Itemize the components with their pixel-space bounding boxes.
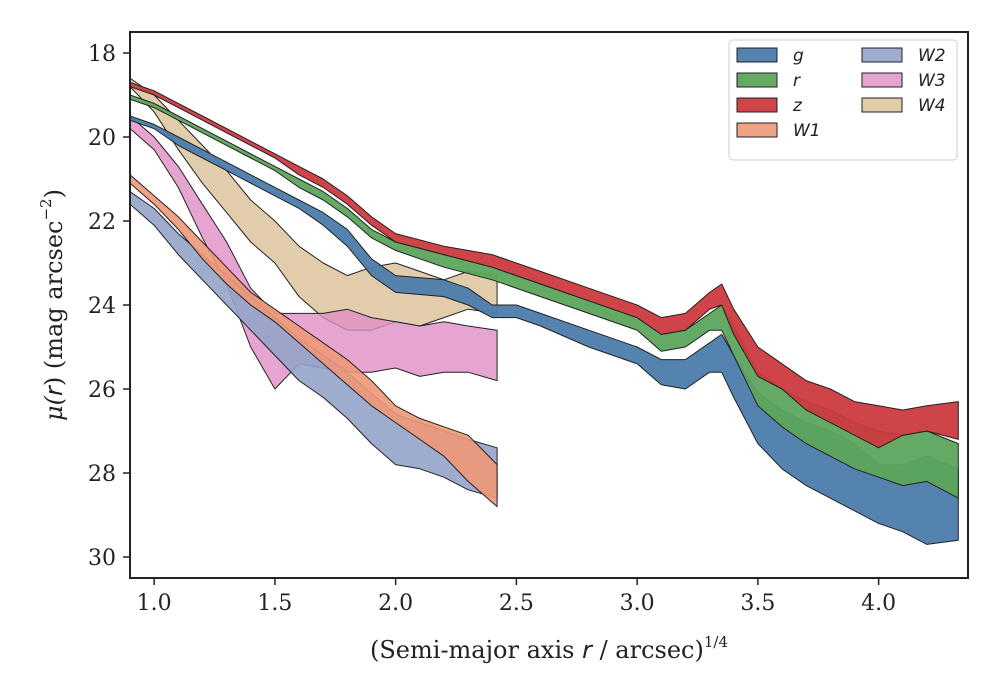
x-tick-label: 1.0 [137, 591, 172, 616]
legend-swatch-w2 [861, 47, 903, 63]
series-areas [130, 77, 959, 545]
legend: grz W1 W2 W3 W4 [728, 39, 958, 161]
legend-label-w2: W2 [918, 46, 946, 66]
legend-label-r: r [793, 71, 801, 91]
y-axis-label-mu: μ( [40, 395, 68, 421]
legend-label-w3: W3 [918, 71, 946, 91]
legend-label-g: g [793, 46, 804, 66]
legend-swatch-g [736, 47, 778, 63]
legend-swatch-w4 [861, 97, 903, 113]
x-axis-label-main: (Semi-major axis [370, 636, 582, 664]
x-tick-label: 2.5 [499, 591, 534, 616]
x-axis-label-var: r [582, 636, 594, 664]
y-axis-label-sup: −2 [37, 198, 55, 220]
y-tick-label: 20 [88, 126, 116, 151]
legend-swatch-z [736, 97, 778, 113]
area-w1 [130, 174, 498, 508]
area-z [130, 81, 959, 449]
x-axis-label-sup: 1/4 [704, 633, 728, 651]
y-axis-label-rest: ) (mag arcsec [40, 221, 68, 387]
y-tick-label: 24 [88, 294, 116, 319]
area-g [130, 115, 959, 545]
legend-label-w1: W1 [793, 121, 821, 141]
x-axis-label-rest: / arcsec) [592, 636, 704, 664]
x-tick-label: 1.5 [257, 591, 292, 616]
y-tick-label: 30 [88, 546, 116, 571]
x-tick-label: 2.0 [378, 591, 413, 616]
y-axis-label-var: r [40, 384, 68, 396]
y-tick-label: 28 [88, 462, 116, 487]
y-axis-label-close: ) [40, 189, 68, 198]
x-axis-label: (Semi-major axis r / arcsec)1/4 [370, 633, 728, 664]
y-tick-label: 22 [88, 210, 116, 235]
x-axis-ticks: 1.0 1.5 2.0 2.5 3.0 3.5 4.0 [137, 578, 896, 616]
y-tick-label: 26 [88, 378, 116, 403]
x-tick-label: 3.0 [620, 591, 655, 616]
x-tick-label: 4.0 [861, 591, 896, 616]
legend-swatch-r [736, 72, 778, 88]
legend-swatch-w1 [736, 122, 778, 138]
legend-frame [728, 39, 958, 161]
y-axis-label: μ(r) (mag arcsec−2) [37, 189, 68, 421]
legend-swatch-w3 [861, 72, 903, 88]
y-axis-ticks: 18 20 22 24 26 28 30 [88, 42, 130, 571]
y-tick-label: 18 [88, 42, 116, 67]
area-r [130, 94, 959, 499]
legend-label-z: z [792, 96, 803, 116]
legend-label-w4: W4 [918, 96, 946, 116]
x-tick-label: 3.5 [740, 591, 775, 616]
